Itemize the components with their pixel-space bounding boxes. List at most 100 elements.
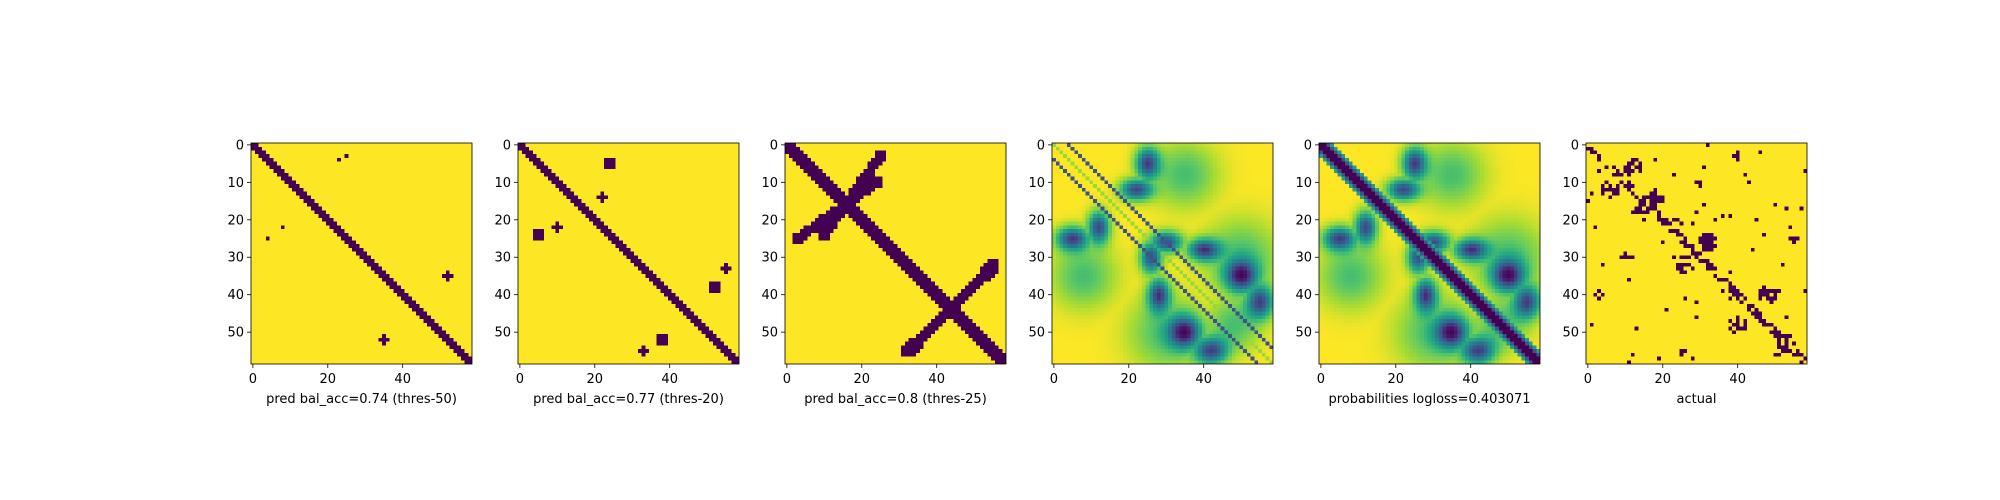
heatmap-cell — [630, 195, 635, 200]
heatmap-cell — [445, 232, 450, 237]
heatmap-cell — [329, 259, 334, 263]
heatmap-cell — [705, 206, 710, 211]
heatmap-cell — [400, 322, 405, 327]
heatmap-cell — [716, 202, 721, 207]
heatmap-cell — [370, 161, 375, 166]
heatmap-cell — [404, 221, 409, 226]
heatmap-cell — [344, 202, 349, 207]
heatmap-cell — [464, 202, 469, 207]
heatmap-cell — [468, 326, 473, 331]
heatmap-cell — [637, 157, 642, 162]
heatmap-cell — [273, 172, 278, 177]
heatmap-cell — [589, 143, 593, 147]
heatmap-cell — [634, 150, 638, 155]
heatmap-cell — [299, 292, 304, 297]
heatmap-cell — [314, 180, 319, 185]
heatmap-cell — [322, 150, 326, 155]
heatmap-cell — [254, 300, 259, 305]
heatmap-cell — [280, 296, 285, 301]
heatmap-cell — [423, 247, 428, 252]
heatmap-cell — [690, 150, 695, 155]
heatmap-cell — [585, 143, 590, 147]
heatmap-cell — [307, 300, 311, 305]
heatmap-cell — [566, 232, 571, 237]
heatmap-cell — [430, 352, 435, 357]
heatmap-cell — [430, 165, 435, 170]
heatmap-cell — [442, 266, 446, 271]
heatmap-cell — [667, 187, 672, 192]
heatmap-cell — [408, 184, 413, 188]
heatmap-cell — [393, 143, 398, 147]
heatmap-cell — [329, 229, 334, 233]
heatmap-cell — [667, 214, 672, 218]
heatmap-cell — [299, 184, 304, 188]
heatmap-cell — [355, 157, 360, 162]
heatmap-cell — [292, 360, 296, 365]
heatmap-cell — [295, 172, 300, 177]
heatmap-cell — [265, 270, 270, 275]
heatmap-cell — [536, 225, 541, 230]
heatmap-cell — [314, 274, 319, 278]
heatmap-cell — [423, 356, 428, 361]
heatmap-cell — [453, 191, 458, 196]
heatmap-cell — [529, 202, 534, 207]
heatmap-cell — [445, 146, 450, 151]
heatmap-cell — [370, 214, 375, 218]
heatmap-cell — [709, 176, 713, 181]
heatmap-cell — [600, 199, 605, 203]
heatmap-cell — [453, 285, 458, 290]
heatmap-cell — [464, 285, 469, 290]
heatmap-cell — [370, 184, 375, 188]
heatmap-cell — [292, 221, 296, 226]
heatmap-cell — [460, 345, 465, 350]
heatmap-cell — [292, 266, 296, 271]
heatmap-cell — [434, 341, 439, 346]
heatmap-cell — [269, 270, 274, 275]
heatmap-cell — [344, 292, 349, 297]
heatmap-cell — [382, 154, 386, 159]
heatmap-cell — [404, 143, 409, 147]
heatmap-cell — [724, 202, 728, 207]
heatmap-cell — [397, 330, 401, 335]
heatmap-cell — [419, 221, 424, 226]
heatmap-cell — [337, 240, 341, 245]
heatmap-cell — [333, 232, 338, 237]
heatmap-cell — [686, 217, 691, 222]
heatmap-cell — [445, 326, 450, 331]
heatmap-cell — [359, 150, 364, 155]
heatmap-cell — [645, 165, 650, 170]
heatmap-cell — [382, 352, 386, 357]
heatmap-cell — [547, 202, 552, 207]
heatmap-cell — [363, 330, 368, 335]
heatmap-cell — [393, 180, 398, 185]
heatmap-cell — [682, 210, 687, 215]
heatmap-cell — [288, 259, 293, 263]
heatmap-cell — [434, 165, 439, 170]
heatmap-cell — [468, 229, 473, 233]
heatmap-cell — [596, 210, 601, 215]
heatmap-cell — [555, 195, 560, 200]
heatmap-cell — [303, 330, 308, 335]
heatmap-cell — [716, 150, 721, 155]
heatmap-cell — [464, 326, 469, 331]
heatmap-cell — [254, 315, 259, 320]
heatmap-cell — [430, 292, 435, 297]
heatmap-cell — [393, 247, 398, 252]
heatmap-cell — [337, 191, 341, 196]
heatmap-cell — [555, 206, 560, 211]
heatmap-cell — [318, 165, 323, 170]
heatmap-cell — [404, 322, 409, 327]
heatmap-cell — [277, 191, 282, 196]
heatmap-cell — [600, 217, 605, 222]
heatmap-cell — [280, 352, 285, 357]
heatmap-cell — [295, 221, 300, 226]
heatmap-cell — [322, 326, 326, 331]
heatmap-cell — [532, 150, 537, 155]
heatmap-cell — [344, 180, 349, 185]
heatmap-cell — [577, 150, 582, 155]
heatmap-cell — [453, 255, 458, 260]
heatmap-cell — [468, 210, 473, 215]
heatmap-cell — [363, 247, 368, 252]
heatmap-cell — [615, 180, 620, 185]
heatmap-cell — [251, 356, 255, 361]
